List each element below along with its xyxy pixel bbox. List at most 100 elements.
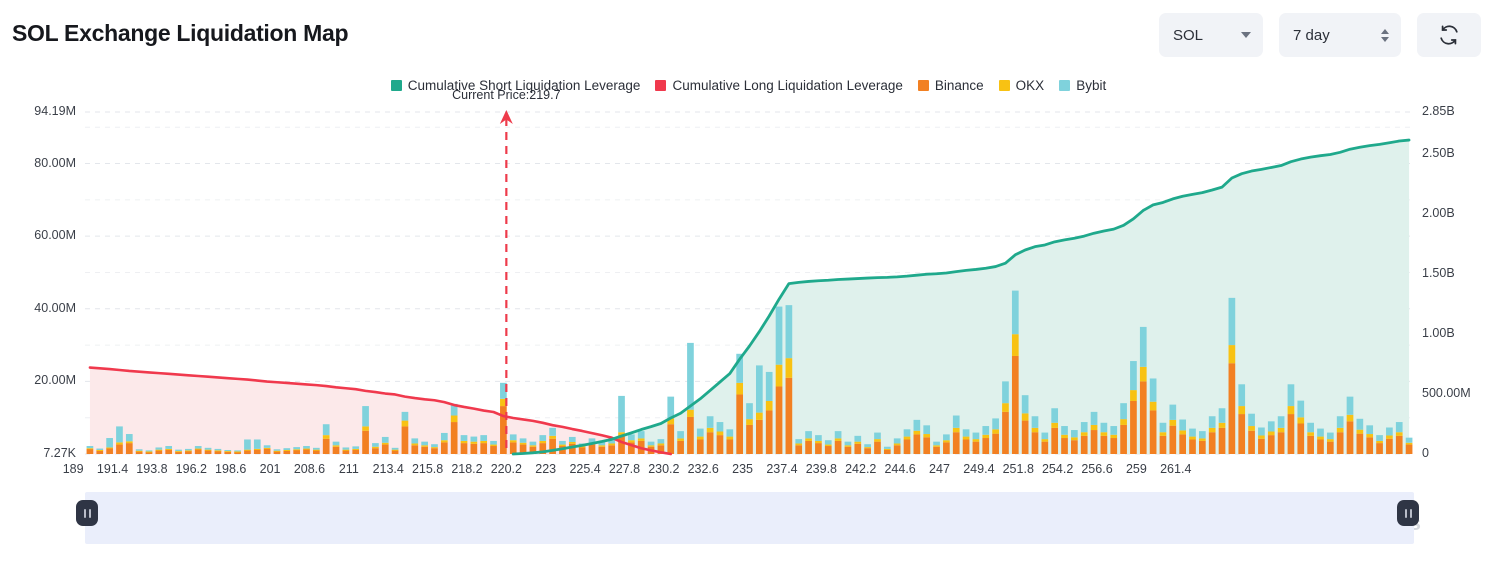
bar-segment-binance[interactable] [263, 448, 271, 454]
bar-segment-bybit[interactable] [1307, 422, 1314, 433]
bar-segment-binance[interactable] [726, 439, 734, 454]
bar-segment-binance[interactable] [952, 432, 960, 454]
bar-segment-okx[interactable] [657, 443, 665, 446]
bar-segment-bybit[interactable] [1051, 408, 1059, 423]
legend-item-okx[interactable]: OKX [998, 78, 1044, 93]
bar-segment-binance[interactable] [1287, 414, 1295, 454]
bar-segment-okx[interactable] [923, 434, 931, 438]
bar-segment-binance[interactable] [342, 450, 350, 454]
bar-segment-binance[interactable] [1198, 440, 1206, 454]
bar-segment-binance[interactable] [185, 450, 192, 454]
bar-segment-bybit[interactable] [519, 438, 527, 443]
bar-segment-bybit[interactable] [1120, 403, 1127, 420]
bar-segment-bybit[interactable] [421, 441, 428, 446]
bar-segment-bybit[interactable] [234, 450, 241, 452]
bar-segment-binance[interactable] [962, 439, 970, 454]
bar-segment-bybit[interactable] [1208, 416, 1216, 428]
bar-segment-bybit[interactable] [618, 395, 625, 433]
bar-segment-binance[interactable] [1307, 435, 1314, 454]
bar-segment-okx[interactable] [1031, 427, 1039, 433]
bar-segment-bybit[interactable] [1297, 400, 1305, 418]
bar-segment-bybit[interactable] [1228, 297, 1236, 346]
bar-segment-okx[interactable] [322, 435, 330, 439]
bar-segment-binance[interactable] [1395, 435, 1403, 454]
bar-segment-okx[interactable] [1011, 334, 1019, 356]
bar-segment-okx[interactable] [785, 358, 793, 378]
bar-segment-binance[interactable] [943, 442, 950, 454]
bar-segment-bybit[interactable] [1130, 361, 1137, 391]
bar-segment-okx[interactable] [362, 426, 369, 431]
bar-segment-okx[interactable] [1238, 406, 1246, 415]
bar-segment-okx[interactable] [1395, 432, 1403, 436]
bar-segment-bybit[interactable] [1317, 428, 1324, 437]
bar-segment-binance[interactable] [332, 446, 340, 454]
bar-segment-bybit[interactable] [1021, 395, 1029, 414]
bar-segment-bybit[interactable] [598, 441, 606, 446]
bar-segment-bybit[interactable] [736, 353, 744, 383]
bar-segment-binance[interactable] [1071, 440, 1078, 454]
bar-segment-bybit[interactable] [263, 445, 271, 448]
bar-segment-okx[interactable] [854, 441, 862, 444]
bar-segment-okx[interactable] [962, 436, 970, 440]
bar-segment-okx[interactable] [1189, 436, 1196, 440]
bar-segment-bybit[interactable] [509, 434, 517, 441]
bar-segment-binance[interactable] [1051, 427, 1059, 454]
bar-segment-okx[interactable] [834, 438, 842, 441]
symbol-select[interactable]: SOL [1159, 13, 1263, 57]
bar-segment-okx[interactable] [332, 445, 340, 447]
bar-segment-binance[interactable] [234, 451, 241, 454]
bar-segment-okx[interactable] [992, 429, 999, 434]
bar-segment-bybit[interactable] [244, 439, 251, 450]
bar-segment-bybit[interactable] [933, 441, 940, 446]
bar-segment-binance[interactable] [805, 440, 812, 454]
bar-segment-bybit[interactable] [1336, 416, 1344, 428]
bar-segment-okx[interactable] [185, 450, 192, 452]
bar-segment-bybit[interactable] [155, 447, 163, 450]
bar-segment-binance[interactable] [972, 441, 980, 454]
bar-segment-binance[interactable] [381, 444, 389, 454]
bar-segment-bybit[interactable] [687, 342, 694, 410]
bar-segment-bybit[interactable] [815, 435, 822, 441]
bar-segment-binance[interactable] [765, 410, 773, 454]
bar-segment-okx[interactable] [549, 435, 556, 439]
bar-segment-binance[interactable] [1297, 423, 1305, 454]
bar-segment-bybit[interactable] [322, 424, 330, 436]
bar-segment-okx[interactable] [815, 440, 822, 444]
bar-segment-binance[interactable] [716, 435, 724, 454]
bar-segment-bybit[interactable] [1248, 413, 1255, 427]
bar-segment-okx[interactable] [1090, 424, 1098, 431]
bar-segment-okx[interactable] [893, 443, 901, 446]
bar-segment-bybit[interactable] [785, 305, 793, 359]
bar-segment-binance[interactable] [1080, 435, 1088, 454]
bar-segment-binance[interactable] [657, 445, 665, 454]
bar-segment-okx[interactable] [372, 446, 379, 449]
bar-segment-bybit[interactable] [283, 448, 291, 451]
bar-segment-okx[interactable] [529, 445, 537, 447]
bar-segment-binance[interactable] [1218, 427, 1226, 454]
bar-segment-okx[interactable] [1366, 434, 1374, 438]
bar-segment-binance[interactable] [470, 443, 478, 454]
bar-segment-okx[interactable] [204, 449, 212, 451]
bar-segment-binance[interactable] [1011, 355, 1019, 454]
bar-segment-binance[interactable] [1041, 441, 1049, 454]
bar-segment-okx[interactable] [1386, 435, 1393, 439]
bar-segment-bybit[interactable] [125, 434, 133, 442]
bar-segment-okx[interactable] [765, 400, 773, 411]
bar-segment-binance[interactable] [854, 443, 862, 454]
bar-segment-binance[interactable] [391, 450, 399, 454]
bar-segment-bybit[interactable] [1041, 432, 1049, 440]
bar-segment-bybit[interactable] [677, 431, 684, 439]
bar-segment-bybit[interactable] [362, 406, 369, 427]
brush-handle-left[interactable] [76, 500, 98, 526]
bar-segment-okx[interactable] [1179, 430, 1187, 435]
bar-segment-okx[interactable] [726, 436, 734, 440]
bar-segment-okx[interactable] [1228, 345, 1236, 364]
bar-segment-binance[interactable] [519, 444, 527, 454]
bar-segment-binance[interactable] [608, 445, 616, 454]
bar-segment-binance[interactable] [824, 446, 832, 454]
bar-segment-bybit[interactable] [500, 382, 507, 399]
bar-segment-okx[interactable] [165, 448, 173, 450]
bar-segment-okx[interactable] [628, 440, 635, 443]
bar-segment-okx[interactable] [303, 448, 310, 450]
bar-segment-bybit[interactable] [854, 435, 862, 442]
